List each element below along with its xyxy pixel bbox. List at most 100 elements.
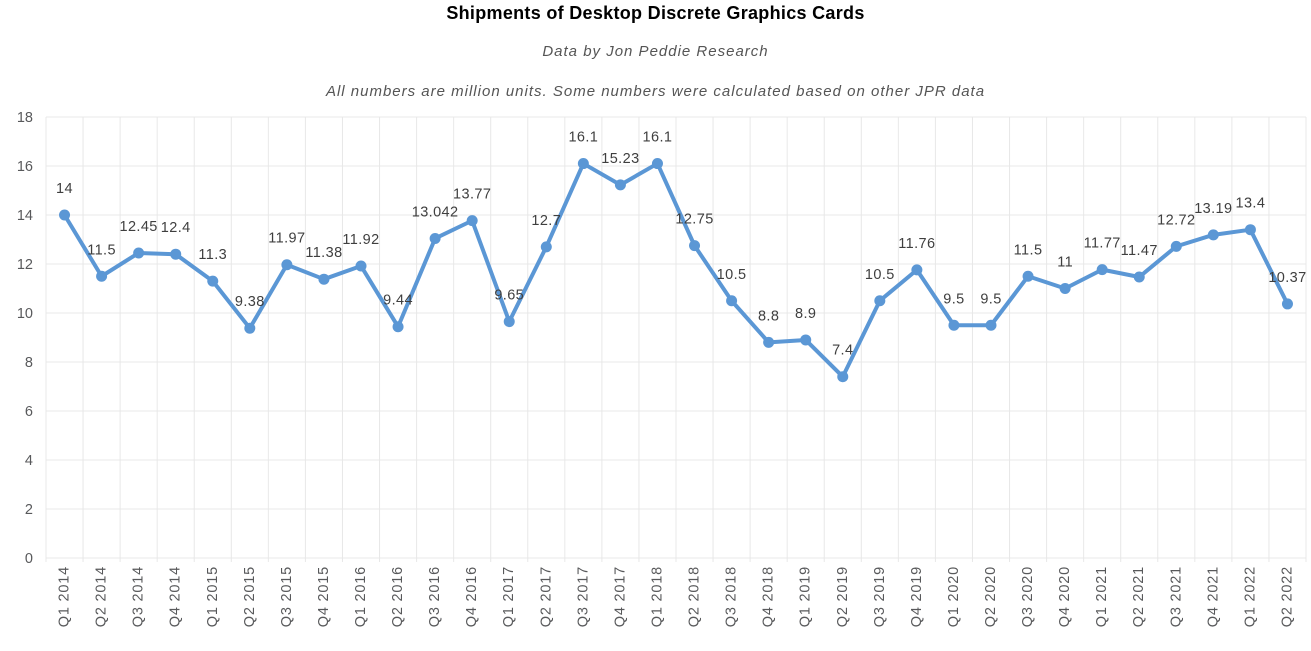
x-axis-category-label: Q2 2018 xyxy=(687,566,703,627)
x-axis-category-label: Q3 2018 xyxy=(724,566,740,627)
data-point-marker xyxy=(59,209,71,221)
data-point-label: 11.76 xyxy=(898,236,935,252)
x-axis-category-label: Q3 2020 xyxy=(1020,566,1036,627)
data-point-label: 9.5 xyxy=(943,291,964,307)
data-point-label: 16.1 xyxy=(643,130,673,146)
data-point-marker xyxy=(726,295,738,307)
data-point-label: 8.8 xyxy=(758,308,779,324)
data-point-marker xyxy=(1059,283,1071,294)
data-point-label: 11.97 xyxy=(268,231,305,247)
y-axis-tick-label: 16 xyxy=(17,159,33,175)
data-point-marker xyxy=(985,319,997,331)
data-point-marker xyxy=(1022,270,1034,282)
y-axis-tick-label: 6 xyxy=(25,404,33,420)
x-axis-category-label: Q4 2014 xyxy=(168,566,184,627)
data-point-marker xyxy=(244,322,256,334)
data-point-label: 11.77 xyxy=(1084,236,1121,252)
x-axis-category-label: Q1 2018 xyxy=(649,566,665,627)
data-point-marker xyxy=(1244,224,1256,236)
data-point-label: 16.1 xyxy=(568,130,598,146)
data-point-marker xyxy=(874,295,886,307)
y-axis-tick-label: 8 xyxy=(25,355,33,371)
y-axis-tick-label: 14 xyxy=(17,208,33,224)
data-point-label: 11.92 xyxy=(342,232,379,248)
data-point-label: 12.72 xyxy=(1157,212,1195,228)
data-point-marker xyxy=(503,316,515,328)
data-point-marker xyxy=(1096,264,1108,276)
data-point-label: 11.5 xyxy=(1014,242,1043,258)
x-axis-category-label: Q4 2020 xyxy=(1057,566,1073,627)
data-point-marker xyxy=(948,319,960,331)
y-axis-tick-label: 10 xyxy=(17,306,33,322)
x-axis-category-label: Q2 2015 xyxy=(242,566,258,627)
data-point-label: 11.47 xyxy=(1121,243,1158,259)
data-point-label: 10.37 xyxy=(1268,270,1306,286)
x-axis-category-label: Q1 2019 xyxy=(798,566,814,627)
x-axis-category-label: Q3 2015 xyxy=(279,566,295,627)
data-point-label: 12.4 xyxy=(161,220,191,236)
x-axis-category-label: Q4 2018 xyxy=(761,566,777,627)
data-point-label: 9.44 xyxy=(383,293,413,309)
x-axis-category-label: Q2 2020 xyxy=(983,566,999,627)
data-point-marker xyxy=(1133,271,1145,283)
data-point-marker xyxy=(763,336,775,348)
data-point-marker xyxy=(1207,229,1219,241)
data-point-label: 8.9 xyxy=(795,306,816,322)
x-axis-category-label: Q2 2016 xyxy=(390,566,406,627)
data-point-marker xyxy=(837,371,849,383)
x-axis-category-label: Q4 2017 xyxy=(612,566,628,627)
y-axis-tick-label: 0 xyxy=(25,551,33,567)
data-point-label: 13.19 xyxy=(1194,201,1232,217)
y-axis-tick-label: 18 xyxy=(17,110,33,126)
x-axis-category-label: Q4 2019 xyxy=(909,566,925,627)
data-point-label: 12.7 xyxy=(531,213,561,229)
data-point-marker xyxy=(96,270,108,282)
series-polyline xyxy=(62,161,1290,379)
data-point-label: 12.75 xyxy=(675,212,713,228)
data-point-marker xyxy=(800,334,812,346)
x-axis-category-label: Q1 2022 xyxy=(1242,566,1258,627)
x-axis-category-label: Q1 2014 xyxy=(57,566,73,627)
x-axis-category-label: Q2 2019 xyxy=(835,566,851,627)
data-point-label: 9.65 xyxy=(494,288,524,304)
y-axis-tick-label: 4 xyxy=(25,453,33,469)
data-point-marker xyxy=(1170,240,1182,252)
x-axis-category-label: Q1 2015 xyxy=(205,566,221,627)
chart-subtitle: Data by Jon Peddie Research xyxy=(542,43,769,60)
data-point-label: 10.5 xyxy=(717,267,747,283)
data-point-marker xyxy=(170,248,182,260)
data-point-marker xyxy=(689,240,701,252)
data-point-label: 11.5 xyxy=(87,242,116,258)
data-point-marker xyxy=(540,241,552,253)
x-axis-category-label: Q3 2017 xyxy=(575,566,591,627)
data-point-marker xyxy=(1281,298,1293,310)
data-point-label: 13.4 xyxy=(1235,196,1265,212)
data-point-marker xyxy=(281,259,293,271)
data-point-marker xyxy=(429,232,441,244)
data-point-label: 9.5 xyxy=(980,291,1001,307)
data-point-marker xyxy=(133,247,145,259)
data-point-marker xyxy=(911,264,923,276)
data-point-marker xyxy=(318,273,330,285)
x-axis-category-label: Q3 2019 xyxy=(872,566,888,627)
x-axis-category-label: Q1 2016 xyxy=(353,566,369,627)
data-point-marker xyxy=(466,215,478,227)
data-point-label: 11 xyxy=(1057,255,1073,271)
x-axis-category-label: Q2 2017 xyxy=(538,566,554,627)
data-point-label: 10.5 xyxy=(865,267,895,283)
data-point-label: 12.45 xyxy=(119,219,157,235)
data-point-marker xyxy=(614,179,626,191)
x-axis-category-label: Q2 2014 xyxy=(94,566,110,627)
y-axis-tick-label: 12 xyxy=(17,257,33,273)
x-axis-category-label: Q4 2021 xyxy=(1205,566,1221,627)
data-point-label: 11.38 xyxy=(305,245,342,261)
y-axis-tick-label: 2 xyxy=(25,502,33,518)
data-point-label: 9.38 xyxy=(235,294,265,310)
x-axis-category-label: Q3 2014 xyxy=(131,566,147,627)
x-axis-category-label: Q4 2016 xyxy=(464,566,480,627)
chart-note: All numbers are million units. Some numb… xyxy=(325,83,986,100)
data-point-marker xyxy=(355,260,367,272)
data-point-marker xyxy=(392,321,404,333)
